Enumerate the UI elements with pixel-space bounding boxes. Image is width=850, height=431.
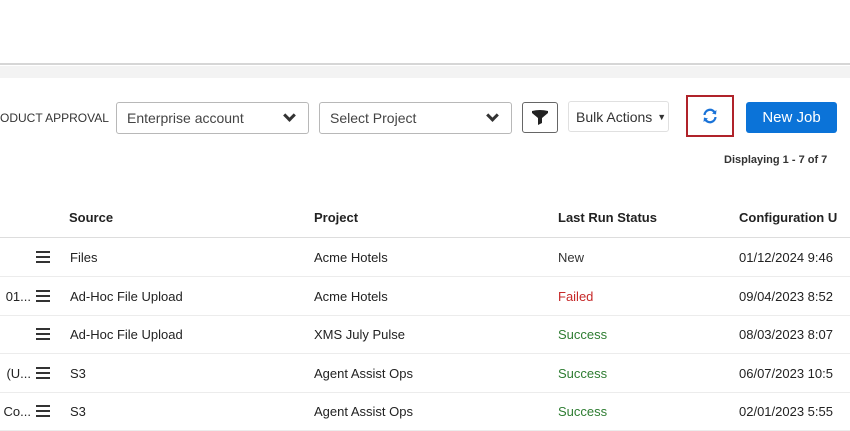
status-cell: Success xyxy=(558,404,608,420)
header-divider-line xyxy=(0,237,850,238)
column-header-project[interactable]: Project xyxy=(314,210,359,225)
config-date-cell: 06/07/2023 10:5 xyxy=(739,365,833,381)
context-label: ODUCT APPROVAL xyxy=(0,111,109,125)
column-header-last-run-status[interactable]: Last Run Status xyxy=(558,210,657,225)
source-cell: S3 xyxy=(70,365,86,381)
status-cell: Failed xyxy=(558,288,594,304)
table-row[interactable]: Ad-Hoc File Upload XMS July Pulse Succes… xyxy=(0,315,850,355)
row-menu-icon[interactable] xyxy=(36,405,50,418)
refresh-icon xyxy=(703,108,717,124)
row-menu-icon[interactable] xyxy=(36,251,50,263)
project-cell: Agent Assist Ops xyxy=(314,404,413,420)
config-date-cell: 02/01/2023 5:55 xyxy=(739,404,833,420)
account-select[interactable]: Enterprise account xyxy=(116,102,309,134)
bulk-actions-dropdown[interactable]: Bulk Actions ▼ xyxy=(568,101,669,132)
row-menu-icon[interactable] xyxy=(36,366,50,379)
job-name[interactable]: 01... xyxy=(5,288,31,304)
column-header-configuration[interactable]: Configuration U xyxy=(739,210,838,225)
caret-down-icon: ▼ xyxy=(657,111,667,122)
source-cell: Files xyxy=(70,250,98,265)
project-cell: XMS July Pulse xyxy=(314,327,406,343)
table-row[interactable]: (U... S3 Agent Assist Ops Success 06/07/… xyxy=(0,354,850,393)
row-menu-icon[interactable] xyxy=(36,289,50,302)
chevron-down-icon xyxy=(486,109,499,122)
config-date-cell: 08/03/2023 8:07 xyxy=(739,327,833,343)
source-cell: S3 xyxy=(70,404,86,420)
refresh-button[interactable] xyxy=(686,95,734,137)
job-name[interactable]: (U... xyxy=(6,365,31,381)
table-row[interactable]: Co... S3 Agent Assist Ops Success 02/01/… xyxy=(0,392,850,431)
project-cell: Agent Assist Ops xyxy=(314,365,413,381)
config-date-cell: 01/12/2024 9:46 xyxy=(739,250,833,265)
chevron-down-icon xyxy=(283,109,296,122)
config-date-cell: 09/04/2023 8:52 xyxy=(739,288,833,304)
header-divider xyxy=(0,66,850,78)
filter-icon xyxy=(532,110,548,125)
row-menu-icon[interactable] xyxy=(36,328,50,341)
status-cell: Success xyxy=(558,327,608,343)
column-header-source[interactable]: Source xyxy=(69,210,114,225)
project-select[interactable]: Select Project xyxy=(319,102,512,134)
table-row[interactable]: Files Acme Hotels New 01/12/2024 9:46 xyxy=(0,238,850,277)
filter-button[interactable] xyxy=(522,102,558,133)
project-cell: Acme Hotels xyxy=(314,288,388,304)
top-header xyxy=(0,0,850,65)
source-cell: Ad-Hoc File Upload xyxy=(70,288,183,304)
project-select-value: Select Project xyxy=(330,110,417,126)
job-name[interactable]: Co... xyxy=(3,404,31,420)
bulk-actions-label: Bulk Actions xyxy=(576,108,653,125)
project-cell: Acme Hotels xyxy=(314,250,388,265)
displaying-count: Displaying 1 - 7 of 7 xyxy=(724,154,828,166)
source-cell: Ad-Hoc File Upload xyxy=(70,327,183,343)
status-cell: New xyxy=(558,250,585,265)
status-cell: Success xyxy=(558,365,608,381)
new-job-button[interactable]: New Job xyxy=(746,102,837,133)
table-row[interactable]: 01... Ad-Hoc File Upload Acme Hotels Fai… xyxy=(0,277,850,316)
account-select-value: Enterprise account xyxy=(127,110,244,126)
